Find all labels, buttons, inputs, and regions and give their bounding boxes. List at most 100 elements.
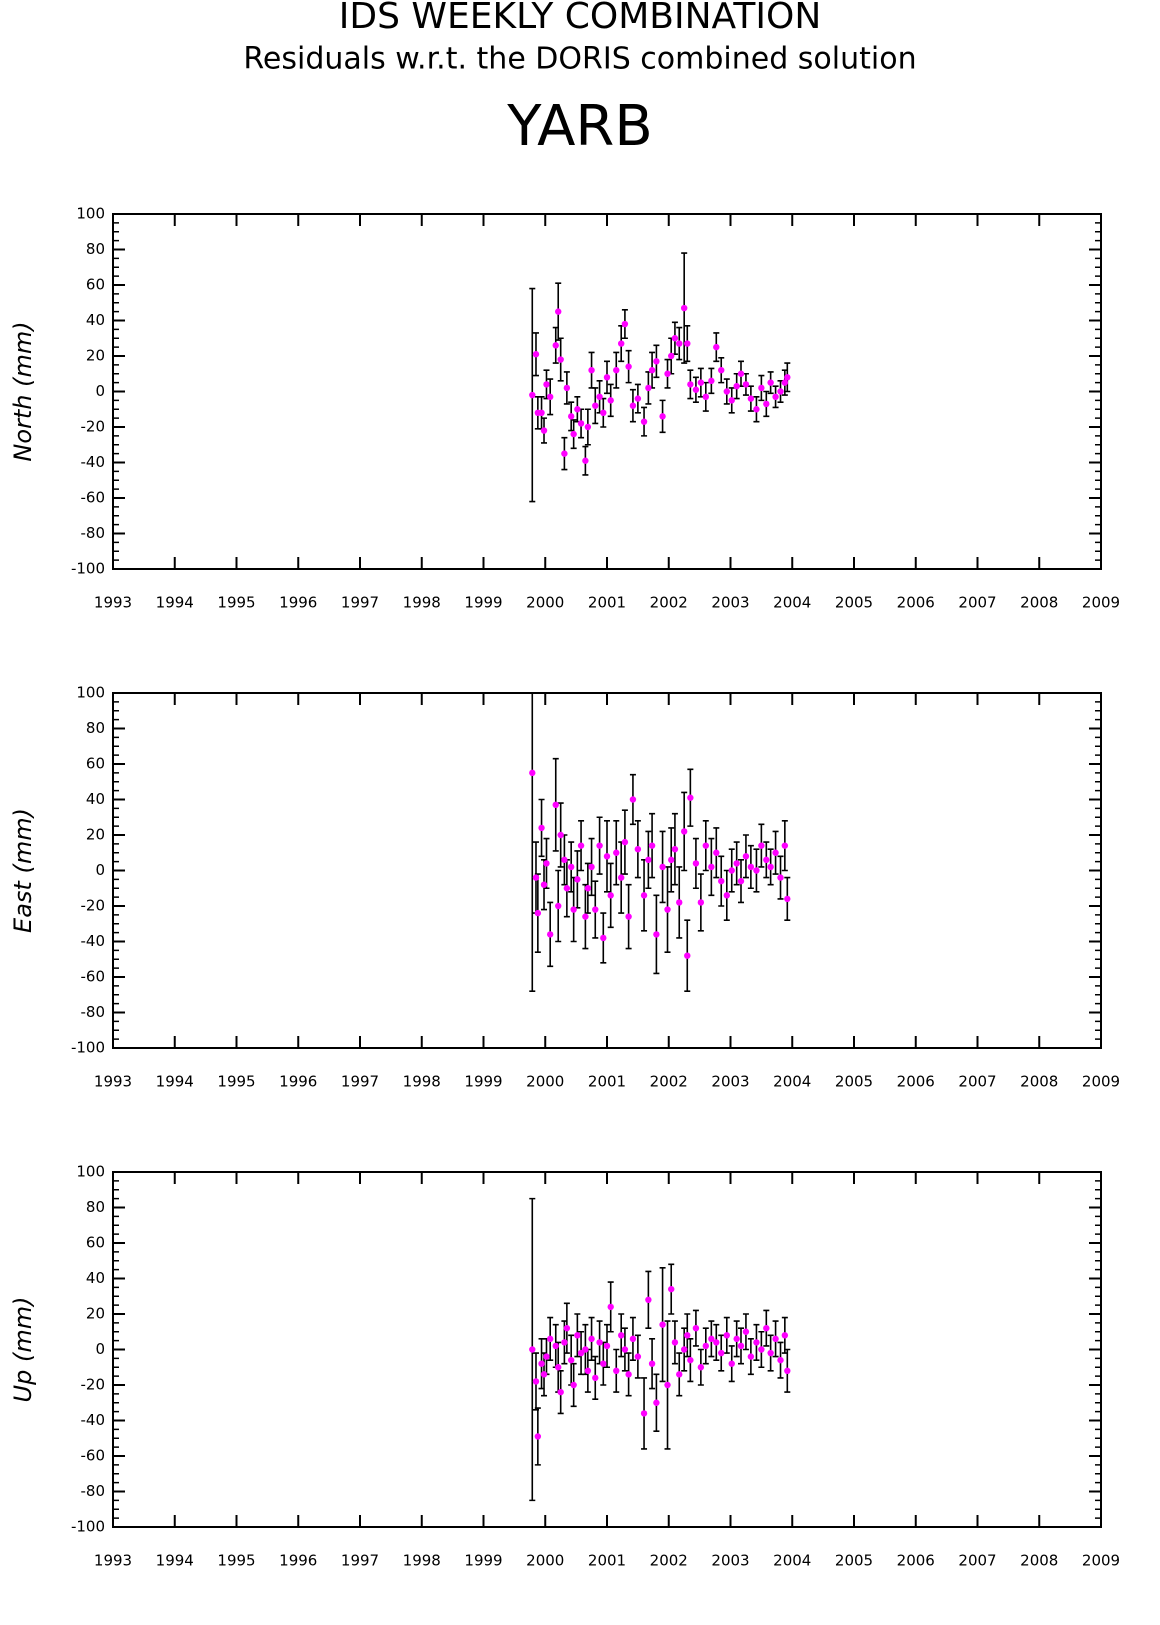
data-point [588, 367, 595, 374]
data-point [555, 308, 562, 315]
data-point [747, 1353, 755, 1360]
data-point [777, 388, 784, 395]
y-axis-label: East (mm) [9, 808, 37, 933]
y-tick-label: 60 [86, 1234, 105, 1252]
data-point [529, 391, 536, 399]
y-tick-label: -20 [81, 897, 106, 915]
data-point [596, 1339, 603, 1346]
data-point [607, 1303, 614, 1311]
data-point [546, 931, 554, 938]
y-tick-label: 80 [86, 1198, 105, 1216]
data-point [613, 367, 620, 374]
panel: -100 -80 -60 -40 -20 0 20 40 60 80 100 1993 1994 1995… [9, 1163, 1120, 1570]
data-point [592, 1374, 599, 1382]
x-tick-label: 1997 [341, 1552, 379, 1570]
data-point [737, 370, 745, 377]
data-point [671, 335, 679, 342]
data-point [603, 853, 611, 860]
y-tick-label: 0 [95, 382, 105, 400]
data-point [733, 382, 740, 390]
data-point [645, 1296, 652, 1304]
x-tick-label: 2004 [773, 594, 811, 612]
x-tick-label: 2000 [526, 1073, 564, 1091]
y-tick-label: -40 [81, 453, 106, 471]
data-point [574, 1332, 581, 1339]
y-tick-label: 100 [76, 684, 105, 702]
data-point [567, 863, 575, 871]
data-point [613, 849, 620, 856]
panel: -100 -80 -60 -40 -20 0 20 40 60 80 100 1993 1994 1995… [9, 684, 1120, 1091]
x-tick-label: 2006 [897, 1073, 935, 1091]
data-point [728, 397, 735, 404]
data-point [676, 899, 683, 906]
data-point [563, 885, 571, 892]
data-point [534, 1433, 542, 1440]
x-tick-label: 1993 [94, 1073, 132, 1091]
data-point [625, 913, 632, 920]
data-point [680, 828, 688, 835]
data-point [687, 794, 694, 801]
x-tick-label: 2007 [958, 1073, 996, 1091]
x-tick-label: 1995 [217, 1552, 255, 1570]
data-point [563, 384, 571, 392]
data-point [567, 1356, 575, 1364]
data-point [584, 885, 592, 892]
data-point [702, 1342, 709, 1350]
data-point [713, 343, 720, 351]
y-tick-label: 100 [76, 205, 105, 223]
data-point [607, 397, 614, 404]
data-point [753, 867, 760, 874]
data-point [659, 1321, 666, 1328]
data-point [781, 379, 789, 386]
data-point [582, 1346, 589, 1353]
data-point [767, 1349, 774, 1357]
x-tick-label: 2009 [1082, 1552, 1120, 1570]
data-point [680, 304, 688, 312]
data-point [621, 1346, 629, 1353]
y-tick-label: -100 [71, 1039, 105, 1057]
data-point [577, 420, 585, 427]
data-point [577, 1349, 585, 1357]
data-point [640, 892, 648, 899]
suptitle: IDS WEEKLY COMBINATION [339, 0, 822, 37]
data-point [577, 842, 585, 849]
data-point [634, 1353, 642, 1360]
data-point [753, 1339, 760, 1346]
data-point [574, 406, 581, 413]
data-point [659, 863, 666, 871]
data-point [772, 849, 779, 856]
data-point [737, 1342, 745, 1350]
data-layer [529, 252, 791, 503]
data-point [708, 377, 715, 385]
y-tick-label: 40 [86, 311, 105, 329]
data-point [584, 1367, 592, 1375]
data-point [555, 902, 562, 910]
data-point [546, 1335, 554, 1343]
data-point [723, 388, 730, 395]
data-point [596, 842, 603, 849]
data-point [737, 877, 745, 885]
data-point [733, 860, 740, 867]
data-point [648, 842, 656, 849]
data-point [540, 427, 548, 434]
data-point [540, 881, 548, 888]
y-tick-label: 20 [86, 347, 105, 365]
data-point [555, 1364, 562, 1371]
data-point [648, 1360, 656, 1367]
x-tick-label: 1998 [403, 594, 441, 612]
data-point [600, 409, 607, 416]
data-point [561, 450, 568, 457]
data-point [653, 1399, 660, 1406]
data-layer [529, 1197, 791, 1502]
data-point [552, 1342, 559, 1350]
data-point [784, 895, 791, 903]
data-point [664, 370, 671, 377]
x-tick-label: 2000 [526, 594, 564, 612]
data-point [621, 838, 629, 846]
x-tick-label: 2008 [1020, 1552, 1058, 1570]
data-point [671, 1339, 679, 1346]
x-tick-label: 2006 [897, 594, 935, 612]
x-tick-label: 2002 [650, 594, 688, 612]
x-tick-label: 1993 [94, 594, 132, 612]
x-tick-label: 1999 [464, 594, 502, 612]
